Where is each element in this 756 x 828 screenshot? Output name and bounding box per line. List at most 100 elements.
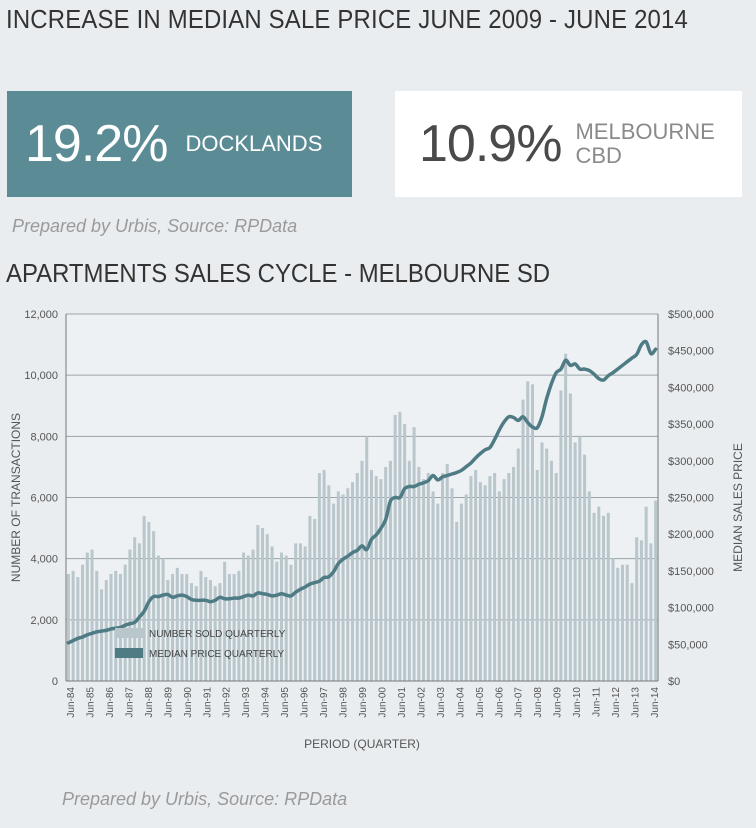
x-tick-label: Jun-08 bbox=[533, 687, 544, 718]
y-left-tick-label: 4,000 bbox=[30, 554, 58, 566]
bar-number-sold bbox=[554, 473, 558, 681]
bar-number-sold bbox=[606, 512, 610, 681]
bar-number-sold bbox=[189, 583, 194, 681]
bar-number-sold bbox=[545, 448, 549, 681]
bar-number-sold bbox=[521, 399, 525, 681]
x-tick-label: Jun-94 bbox=[261, 687, 272, 718]
x-tick-label: Jun-04 bbox=[455, 687, 466, 718]
stat-card-docklands: 19.2% DOCKLANDS bbox=[7, 91, 352, 197]
bar-number-sold bbox=[365, 436, 369, 681]
bar-number-sold bbox=[436, 503, 440, 681]
stat-value: 19.2% bbox=[25, 115, 168, 173]
chart-section-title: APARTMENTS SALES CYCLE - MELBOURNE SD bbox=[6, 258, 551, 288]
bar-number-sold bbox=[516, 448, 520, 681]
bar-number-sold bbox=[440, 473, 445, 681]
bar-number-sold bbox=[66, 573, 70, 681]
y-left-tick-label: 0 bbox=[52, 676, 58, 688]
y-right-tick-label: $450,000 bbox=[668, 346, 714, 358]
bar-number-sold bbox=[422, 479, 426, 681]
bar-number-sold bbox=[464, 494, 468, 681]
bar-number-sold bbox=[246, 555, 250, 681]
bar-number-sold bbox=[616, 567, 620, 681]
bar-number-sold bbox=[322, 469, 326, 681]
bar-number-sold bbox=[346, 488, 350, 681]
bar-number-sold bbox=[237, 570, 241, 681]
bar-number-sold bbox=[85, 552, 89, 681]
line-median-price bbox=[66, 339, 658, 645]
bar-number-sold bbox=[137, 543, 141, 681]
bar-number-sold bbox=[242, 552, 246, 681]
bar-number-sold bbox=[497, 491, 501, 681]
bar-number-sold bbox=[152, 531, 156, 681]
y-right-tick-label: $100,000 bbox=[668, 603, 714, 615]
y-left-tick-label: 8,000 bbox=[30, 431, 58, 443]
bar-number-sold bbox=[303, 546, 307, 681]
bar-number-sold bbox=[208, 580, 212, 681]
bar-number-sold bbox=[171, 573, 175, 681]
y-right-tick-label: $500,000 bbox=[668, 309, 714, 321]
bar-number-sold bbox=[573, 442, 577, 681]
bar-number-sold bbox=[445, 463, 449, 681]
bar-number-sold bbox=[644, 506, 648, 681]
bar-number-sold bbox=[360, 460, 364, 681]
x-tick-label: Jun-98 bbox=[339, 687, 350, 718]
bar-number-sold bbox=[142, 515, 146, 681]
x-tick-label: Jun-92 bbox=[222, 687, 233, 718]
x-tick-label: Jun-05 bbox=[475, 687, 486, 718]
bar-number-sold bbox=[227, 573, 231, 681]
sales-cycle-chart: 0 2,000 4,000 6,000 8,000 10,000 12,000 $0 $50,0… bbox=[9, 309, 745, 751]
bar-number-sold bbox=[379, 479, 383, 681]
bar-number-sold bbox=[95, 570, 99, 681]
bar-number-sold bbox=[332, 503, 336, 681]
bar-number-sold bbox=[431, 491, 435, 681]
bar-number-sold bbox=[218, 583, 222, 681]
bar-number-sold bbox=[341, 494, 345, 681]
y-left-tick-label: 2,000 bbox=[30, 615, 58, 627]
x-tick-label: Jun-86 bbox=[105, 687, 116, 718]
y-left-tick-label: 12,000 bbox=[24, 309, 58, 321]
bar-number-sold bbox=[512, 466, 516, 681]
x-tick-label: Jun-11 bbox=[592, 687, 603, 717]
bar-number-sold bbox=[194, 586, 198, 681]
bar-number-sold bbox=[327, 485, 331, 681]
bar-number-sold bbox=[223, 561, 227, 681]
bar-number-sold bbox=[166, 580, 170, 681]
x-tick-label: Jun-96 bbox=[300, 687, 311, 718]
bar-number-sold bbox=[180, 573, 184, 681]
bar-number-sold bbox=[298, 543, 302, 681]
stat-value: 10.9% bbox=[419, 115, 562, 173]
stat-label: MELBOURNE CBD bbox=[575, 119, 715, 168]
bar-number-sold bbox=[478, 482, 482, 681]
bar-number-sold bbox=[526, 381, 530, 681]
legend-label-bars: NUMBER SOLD QUARTERLY bbox=[149, 629, 286, 640]
y-right-tick-label: $300,000 bbox=[668, 456, 714, 468]
bar-number-sold bbox=[90, 549, 94, 681]
bar-number-sold bbox=[583, 454, 587, 681]
bar-number-sold bbox=[384, 466, 388, 681]
bar-number-sold bbox=[175, 567, 179, 681]
bar-number-sold bbox=[284, 555, 288, 681]
x-tick-label: Jun-84 bbox=[66, 687, 77, 718]
bar-number-sold bbox=[602, 515, 606, 681]
bar-number-sold bbox=[535, 469, 539, 681]
bar-number-sold bbox=[270, 546, 274, 681]
bar-number-sold bbox=[474, 469, 478, 681]
bar-number-sold bbox=[81, 564, 85, 681]
bar-number-sold bbox=[355, 473, 359, 681]
bar-number-sold bbox=[649, 543, 653, 681]
bar-number-sold bbox=[393, 414, 397, 681]
bar-number-sold bbox=[251, 549, 255, 681]
bar-number-sold bbox=[317, 473, 321, 681]
y-right-tick-label: $250,000 bbox=[668, 493, 714, 505]
bar-number-sold bbox=[256, 525, 260, 681]
legend: NUMBER SOLD QUARTERLY MEDIAN PRICE QUART… bbox=[115, 628, 286, 660]
y-left-tick-label: 6,000 bbox=[30, 493, 58, 505]
page-title: INCREASE IN MEDIAN SALE PRICE JUNE 2009 … bbox=[6, 4, 689, 34]
x-tick-label: Jun-85 bbox=[86, 687, 97, 718]
y-left-tick-label: 10,000 bbox=[24, 370, 58, 382]
x-tick-label: Jun-90 bbox=[183, 687, 194, 718]
bar-number-sold bbox=[261, 528, 265, 681]
x-tick-label: Jun-03 bbox=[436, 687, 447, 718]
stat-label: DOCKLANDS bbox=[185, 131, 323, 156]
x-tick-label: Jun-14 bbox=[650, 687, 661, 718]
